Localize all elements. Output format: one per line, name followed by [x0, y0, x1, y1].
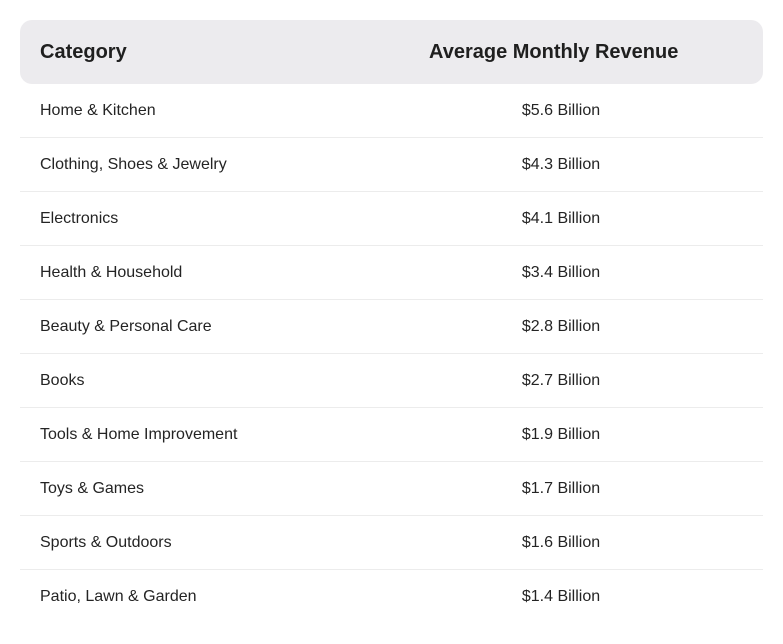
- revenue-table: Category Average Monthly Revenue Home & …: [20, 20, 763, 624]
- category-cell: Electronics: [40, 209, 119, 227]
- table-row: Books $2.7 Billion: [20, 354, 763, 408]
- revenue-cell: $1.9 Billion: [521, 425, 601, 443]
- revenue-cell: $2.8 Billion: [521, 317, 601, 335]
- revenue-cell: $1.4 Billion: [521, 588, 601, 605]
- table-header: Category Average Monthly Revenue: [20, 20, 763, 84]
- category-cell: Patio, Lawn & Garden: [40, 588, 197, 605]
- table-row: Patio, Lawn & Garden $1.4 Billion: [20, 570, 763, 624]
- revenue-cell: $4.1 Billion: [521, 209, 601, 227]
- column-header-category: Category: [40, 40, 127, 63]
- table-body: Home & Kitchen $5.6 Billion Clothing, Sh…: [20, 84, 763, 624]
- column-header-revenue: Average Monthly Revenue: [429, 40, 679, 63]
- revenue-cell: $1.7 Billion: [521, 479, 601, 497]
- revenue-cell: $4.3 Billion: [521, 155, 601, 173]
- category-cell: Beauty & Personal Care: [40, 317, 212, 335]
- table-row: Health & Household $3.4 Billion: [20, 246, 763, 300]
- table-row: Home & Kitchen $5.6 Billion: [20, 84, 763, 138]
- category-cell: Home & Kitchen: [40, 101, 156, 119]
- category-cell: Tools & Home Improvement: [40, 425, 238, 443]
- table-row: Sports & Outdoors $1.6 Billion: [20, 516, 763, 570]
- category-cell: Sports & Outdoors: [40, 533, 172, 551]
- revenue-cell: $2.7 Billion: [521, 371, 601, 389]
- category-cell: Clothing, Shoes & Jewelry: [40, 155, 227, 173]
- table-row: Beauty & Personal Care $2.8 Billion: [20, 300, 763, 354]
- revenue-cell: $1.6 Billion: [521, 533, 601, 551]
- category-cell: Health & Household: [40, 263, 183, 281]
- revenue-cell: $3.4 Billion: [521, 263, 601, 281]
- table-row: Toys & Games $1.7 Billion: [20, 462, 763, 516]
- table-row: Electronics $4.1 Billion: [20, 192, 763, 246]
- revenue-cell: $5.6 Billion: [521, 101, 601, 119]
- table-row: Clothing, Shoes & Jewelry $4.3 Billion: [20, 138, 763, 192]
- category-cell: Toys & Games: [40, 479, 145, 497]
- category-cell: Books: [40, 371, 85, 389]
- table-row: Tools & Home Improvement $1.9 Billion: [20, 408, 763, 462]
